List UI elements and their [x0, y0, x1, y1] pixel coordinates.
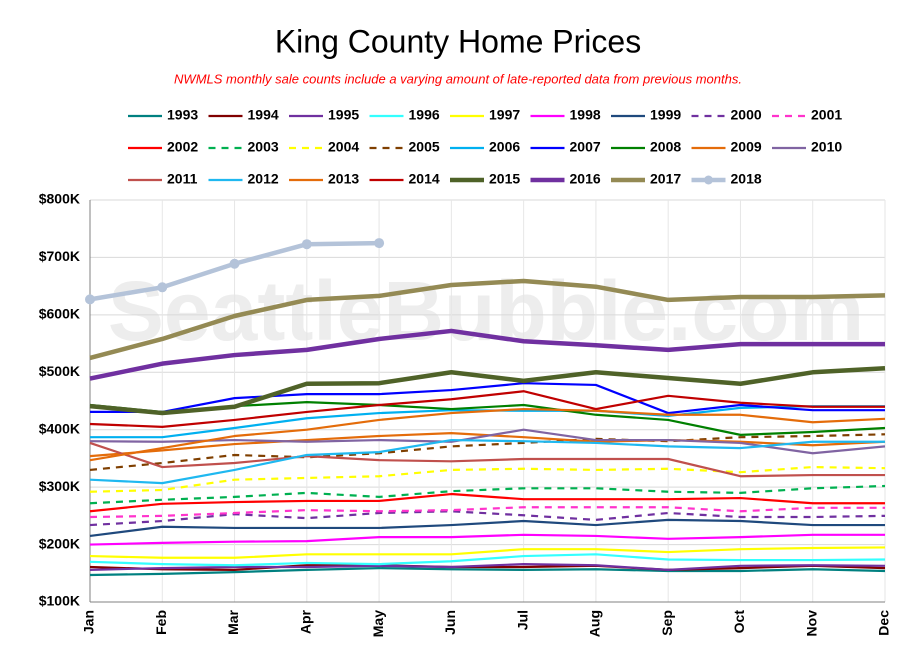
- legend-label: 1993: [167, 107, 198, 123]
- legend-label: 1995: [328, 107, 359, 123]
- series-line: [90, 382, 885, 415]
- legend-label: 2003: [248, 139, 279, 155]
- series-line: [89, 465, 886, 493]
- x-tick-label: Jul: [514, 610, 530, 630]
- series-line: [89, 546, 886, 559]
- series-line: [89, 438, 885, 485]
- x-tick-label: May: [370, 610, 386, 637]
- legend-label: 1998: [570, 107, 601, 123]
- point-marker: [301, 239, 312, 250]
- series-line: [89, 407, 886, 462]
- series-line: [89, 278, 886, 361]
- series-line: [89, 441, 885, 478]
- x-tick-label: Dec: [876, 610, 892, 636]
- point-marker: [229, 258, 240, 269]
- legend-label: 2000: [731, 107, 762, 123]
- y-tick-label: $700K: [39, 248, 80, 264]
- x-tick-label: Nov: [803, 610, 819, 637]
- y-tick-label: $200K: [39, 535, 80, 551]
- legend-label: 2002: [167, 139, 198, 155]
- legend-label: 2012: [248, 171, 279, 187]
- legend-label: 1996: [409, 107, 440, 123]
- series-line: [89, 492, 885, 513]
- legend-marker: [704, 175, 713, 185]
- legend-label: 2010: [811, 139, 842, 155]
- series-line: [89, 510, 886, 527]
- x-tick-label: Oct: [731, 610, 747, 634]
- series-line: [89, 433, 886, 472]
- x-tick-label: Feb: [153, 610, 169, 635]
- legend-label: 2004: [328, 139, 359, 155]
- y-tick-label: $500K: [39, 363, 80, 379]
- x-tick-label: Sep: [659, 610, 675, 636]
- legend-label: 2011: [167, 171, 198, 187]
- series-line: [89, 484, 886, 505]
- legend-label: 2017: [650, 171, 681, 187]
- series-line: [89, 390, 885, 428]
- x-tick-label: Jun: [442, 610, 458, 635]
- legend-label: 2015: [489, 171, 520, 187]
- x-tick-label: Mar: [225, 609, 241, 634]
- chart-title: King County Home Prices: [275, 23, 641, 59]
- legend-label: 2008: [650, 139, 681, 155]
- series-line: [89, 533, 885, 546]
- legend-label: 2014: [409, 171, 440, 187]
- legend-label: 2016: [570, 171, 601, 187]
- y-tick-label: $400K: [39, 420, 80, 436]
- legend-label: 2009: [731, 139, 762, 155]
- series-line: [89, 518, 885, 538]
- legend-label: 2005: [409, 139, 440, 155]
- series-line: [89, 553, 886, 567]
- legend-label: 1994: [248, 107, 279, 123]
- chart-subtitle: NWMLS monthly sale counts include a vary…: [174, 71, 742, 86]
- series-line: [89, 567, 886, 577]
- legend-label: 1997: [489, 107, 520, 123]
- series-line: [89, 366, 886, 416]
- point-marker: [85, 294, 95, 305]
- y-tick-label: $800K: [39, 191, 80, 207]
- x-tick-label: Aug: [587, 610, 603, 637]
- x-tick-label: Apr: [298, 609, 314, 634]
- series-line: [89, 428, 886, 455]
- legend-label: 2018: [731, 171, 762, 187]
- point-marker: [157, 282, 168, 293]
- series-line: [89, 564, 886, 571]
- series-line: [89, 506, 885, 519]
- legend-label: 2013: [328, 171, 359, 187]
- series-line: [89, 328, 885, 381]
- legend-label: 2006: [489, 139, 520, 155]
- legend-label: 1999: [650, 107, 681, 123]
- x-tick-label: Jan: [81, 610, 97, 634]
- legend-label: 2001: [811, 107, 842, 123]
- legend-label: 2007: [570, 139, 601, 155]
- y-tick-label: $100K: [39, 593, 80, 609]
- y-tick-label: $300K: [39, 478, 80, 494]
- point-marker: [374, 238, 385, 249]
- series-line: [89, 562, 886, 571]
- y-tick-label: $600K: [39, 306, 80, 322]
